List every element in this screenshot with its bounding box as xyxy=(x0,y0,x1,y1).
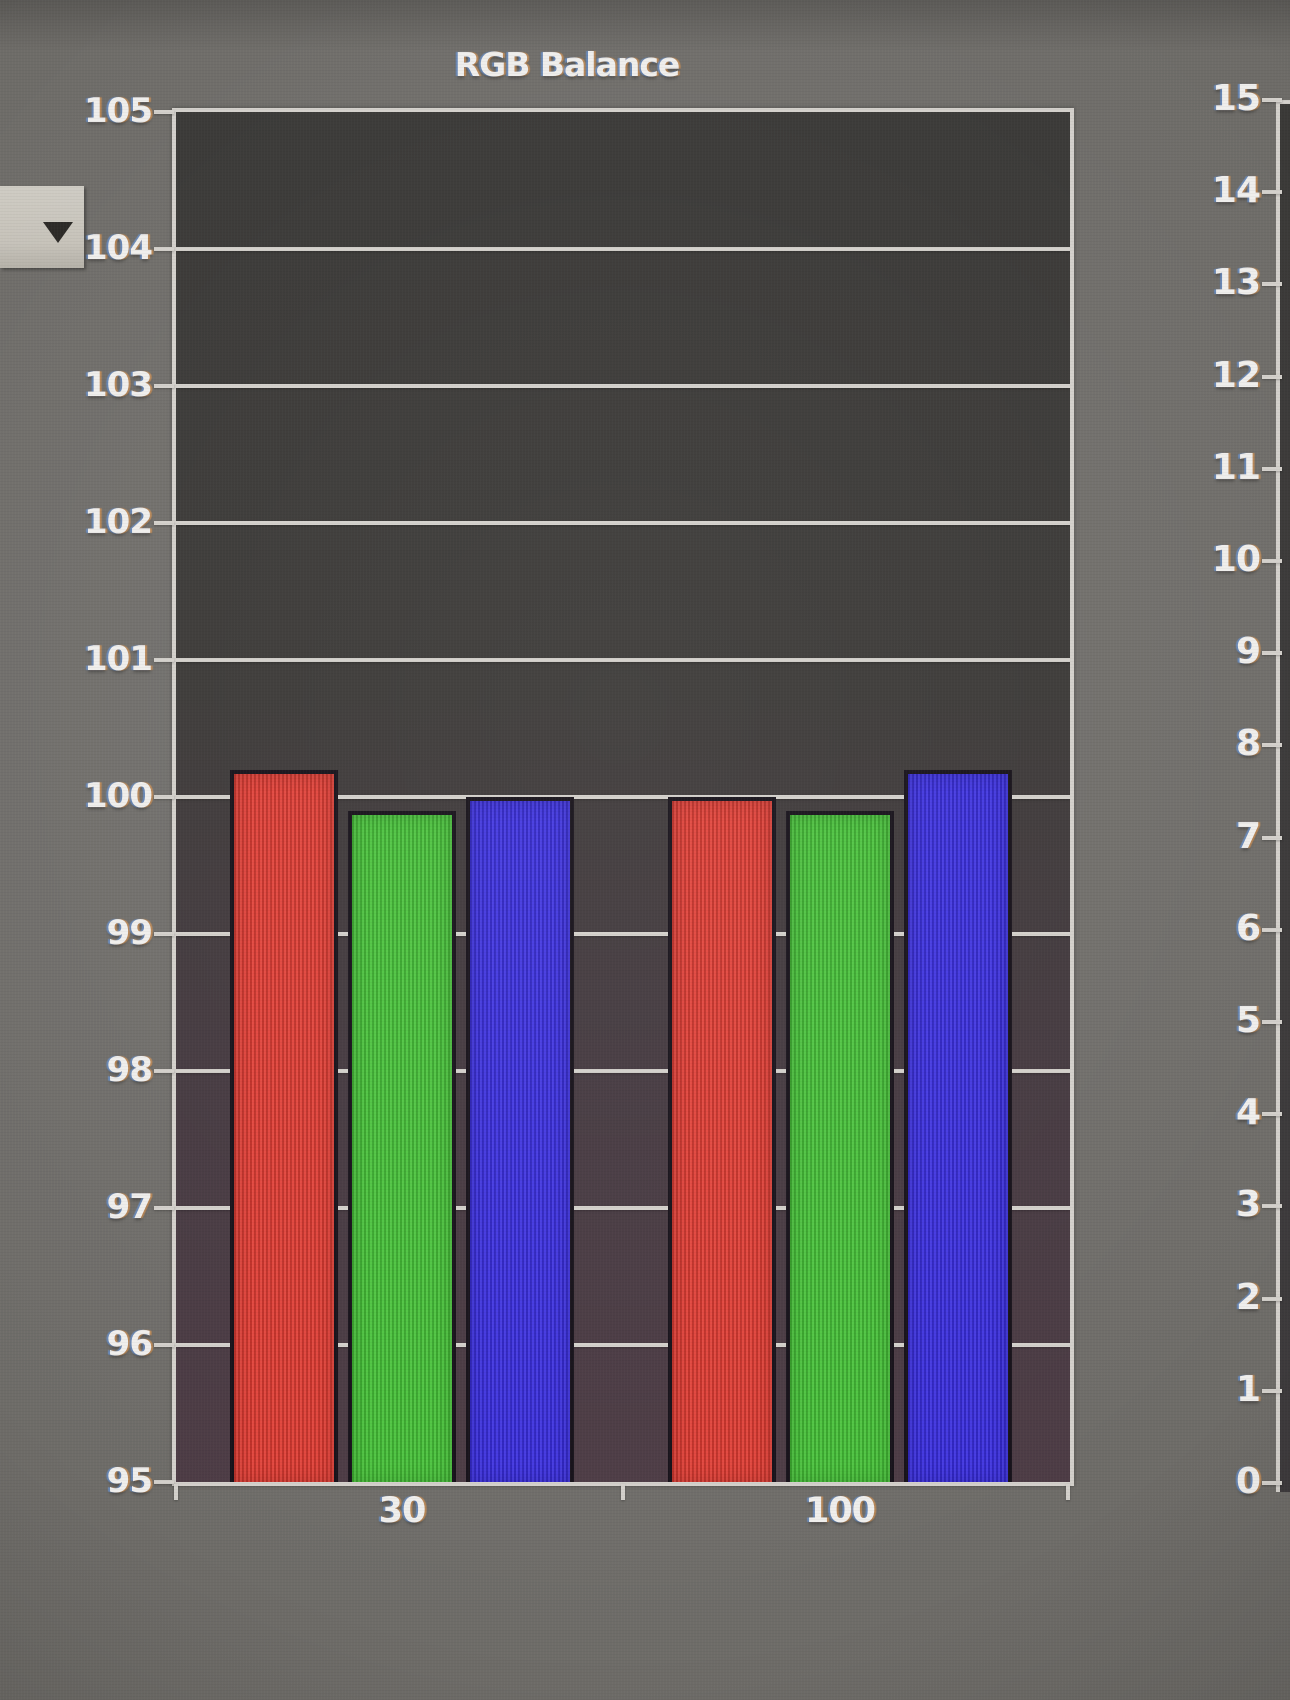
adjacent-y-tick-mark xyxy=(1262,651,1282,656)
x-tick-mark xyxy=(621,1484,625,1500)
adjacent-y-tick-label: 7 xyxy=(1235,815,1261,857)
gridline xyxy=(176,247,1070,251)
y-tick-mark xyxy=(154,384,174,388)
chart-title: RGB Balance xyxy=(454,45,681,84)
gridline xyxy=(176,1069,1070,1073)
adjacent-y-tick-label: 12 xyxy=(1211,354,1261,396)
y-tick-mark xyxy=(154,110,174,114)
x-tick-label: 30 xyxy=(378,1491,427,1531)
adjacent-y-tick-label: 13 xyxy=(1211,262,1261,304)
adjacent-y-tick-label: 3 xyxy=(1235,1184,1261,1226)
x-tick-mark xyxy=(1066,1484,1070,1500)
gridline xyxy=(176,932,1070,936)
gridline xyxy=(176,1343,1070,1347)
y-tick-label: 102 xyxy=(84,502,153,542)
adjacent-y-tick-label: 14 xyxy=(1211,170,1261,212)
adjacent-y-tick-mark xyxy=(1262,466,1282,471)
adjacent-y-tick-mark xyxy=(1262,1296,1282,1301)
y-tick-label: 104 xyxy=(84,228,153,268)
y-tick-mark xyxy=(154,521,174,525)
y-tick-mark xyxy=(154,932,174,936)
bar-red-100 xyxy=(668,797,776,1482)
y-tick-label: 99 xyxy=(106,913,153,953)
y-tick-label: 98 xyxy=(106,1050,153,1090)
adjacent-y-tick-label: 5 xyxy=(1235,1000,1261,1041)
y-tick-label: 95 xyxy=(106,1461,153,1501)
adjacent-y-tick-mark xyxy=(1262,98,1282,102)
x-tick-mark xyxy=(174,1484,178,1500)
adjacent-y-tick-label: 10 xyxy=(1211,539,1261,580)
adjacent-y-tick-label: 0 xyxy=(1235,1461,1261,1502)
gridline xyxy=(176,521,1070,525)
adjacent-y-tick-mark xyxy=(1262,374,1282,379)
adjacent-y-tick-mark xyxy=(1262,1204,1282,1209)
caret-down-icon xyxy=(43,222,73,243)
adjacent-y-tick-mark xyxy=(1262,927,1282,932)
adjacent-y-tick-mark xyxy=(1262,1388,1282,1393)
bar-green-100 xyxy=(786,810,894,1482)
adjacent-y-tick-mark xyxy=(1262,1112,1282,1117)
y-tick-label: 100 xyxy=(84,776,153,816)
y-tick-mark xyxy=(154,1343,174,1347)
y-tick-mark xyxy=(154,247,174,251)
adjacent-plot-area xyxy=(1276,100,1290,1492)
adjacent-y-tick-mark xyxy=(1262,559,1282,563)
y-tick-mark xyxy=(154,795,174,799)
adjacent-y-tick-mark xyxy=(1262,190,1282,195)
bar-blue-100 xyxy=(904,769,1012,1482)
bar-green-30 xyxy=(348,810,456,1482)
gridline xyxy=(176,795,1070,799)
adjacent-y-tick-label: 8 xyxy=(1235,723,1261,765)
gridline xyxy=(176,658,1070,662)
adjacent-y-tick-label: 2 xyxy=(1235,1276,1261,1318)
y-tick-mark xyxy=(154,1480,174,1484)
adjacent-y-tick-label: 11 xyxy=(1211,446,1261,488)
adjacent-y-tick-mark xyxy=(1262,835,1282,840)
plot-area xyxy=(176,112,1070,1482)
adjacent-y-tick-label: 6 xyxy=(1235,907,1261,949)
gridline xyxy=(176,1206,1070,1210)
y-tick-label: 96 xyxy=(106,1324,153,1364)
y-tick-label: 105 xyxy=(84,91,153,131)
adjacent-y-tick-mark xyxy=(1262,1020,1282,1024)
adjacent-y-tick-label: 1 xyxy=(1235,1368,1261,1410)
adjacent-y-tick-mark xyxy=(1262,282,1282,287)
y-tick-mark xyxy=(154,658,174,662)
bar-blue-30 xyxy=(466,797,574,1482)
gridline xyxy=(176,384,1070,388)
y-tick-label: 97 xyxy=(106,1187,153,1227)
adjacent-y-tick-label: 9 xyxy=(1235,631,1261,673)
adjacent-y-tick-label: 15 xyxy=(1211,78,1261,119)
bar-red-30 xyxy=(230,769,338,1482)
adjacent-y-tick-label: 4 xyxy=(1235,1092,1261,1134)
adjacent-y-tick-mark xyxy=(1262,1481,1282,1485)
y-tick-label: 103 xyxy=(84,365,153,405)
x-tick-label: 100 xyxy=(804,1491,876,1531)
y-tick-mark xyxy=(154,1069,174,1073)
y-tick-mark xyxy=(154,1206,174,1210)
y-tick-label: 101 xyxy=(84,639,153,679)
adjacent-y-tick-mark xyxy=(1262,743,1282,748)
dropdown-button[interactable] xyxy=(0,186,84,268)
